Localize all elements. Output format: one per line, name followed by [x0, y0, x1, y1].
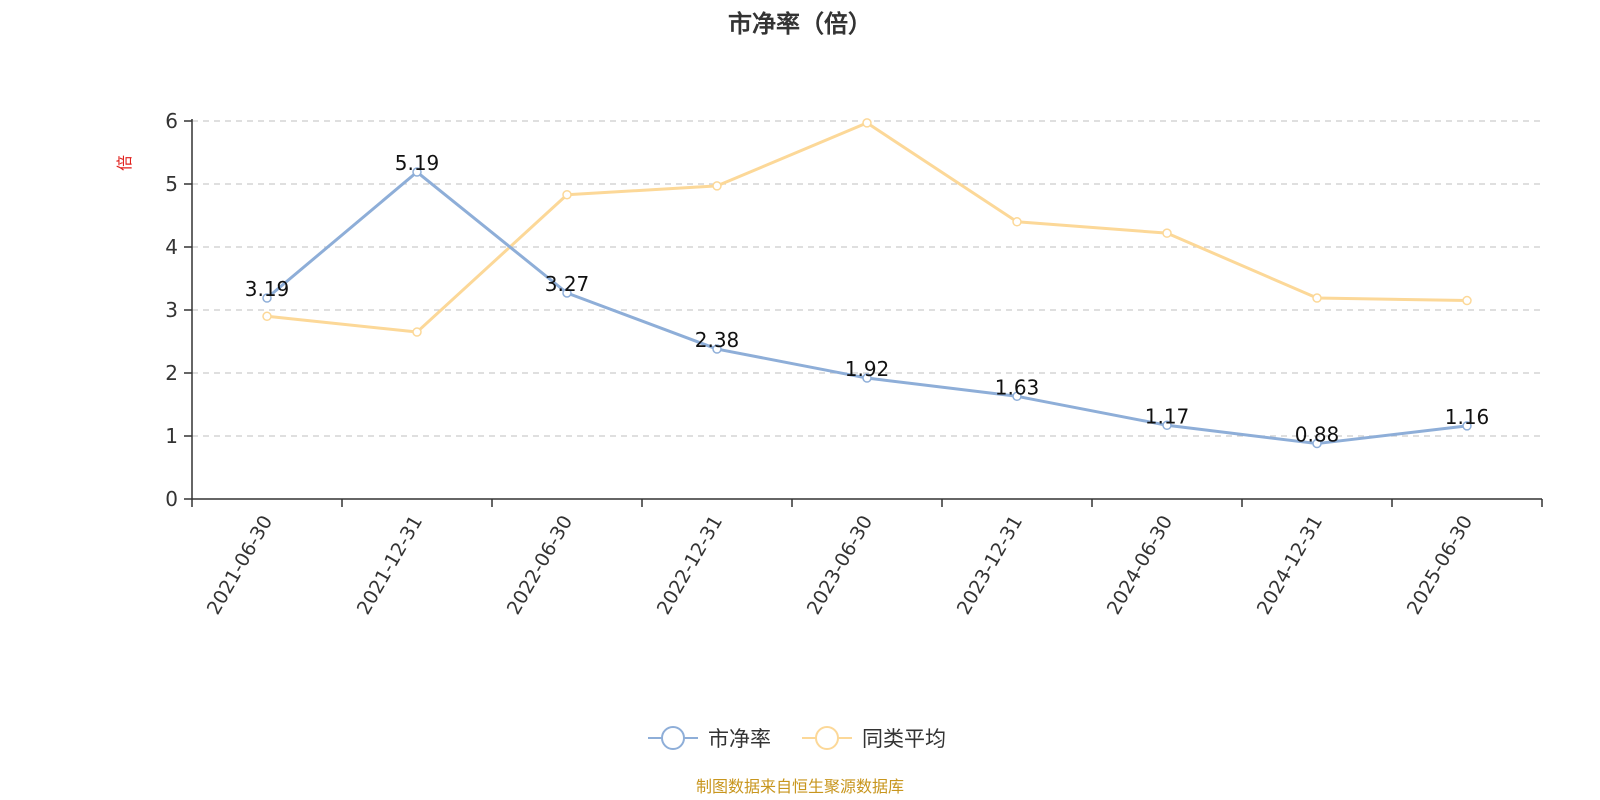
series-line — [265, 121, 1469, 334]
legend[interactable]: 市净率 同类平均 — [648, 726, 946, 751]
data-point — [1012, 391, 1022, 402]
data-point — [562, 189, 572, 200]
chart-title: 市净率（倍） — [728, 10, 872, 38]
y-tick-label: 0 — [165, 487, 178, 511]
legend-marker — [661, 726, 685, 750]
legend-label: 同类平均 — [862, 727, 946, 751]
data-label: 2.38 — [695, 328, 740, 352]
data-point — [712, 344, 722, 354]
data-point — [862, 118, 872, 128]
y-tick-label: 3 — [165, 298, 178, 322]
x-tick-label: 2022-06-30 — [503, 512, 577, 619]
series-layer — [262, 118, 1472, 449]
x-tick-label: 2024-06-30 — [1103, 512, 1177, 619]
data-point — [1462, 295, 1472, 306]
x-tick-label: 2023-12-31 — [953, 512, 1027, 619]
series-line — [265, 170, 1469, 446]
data-point — [1162, 228, 1172, 238]
data-point — [562, 288, 572, 298]
data-label: 1.16 — [1445, 405, 1490, 429]
y-tick-label: 1 — [165, 424, 178, 448]
data-point — [1012, 217, 1022, 227]
x-tick-label: 2021-06-30 — [203, 512, 277, 619]
x-tick-label: 2021-12-31 — [353, 512, 427, 619]
x-tick-label: 2022-12-31 — [653, 512, 727, 619]
data-label: 5.19 — [395, 151, 440, 175]
data-point — [712, 181, 722, 191]
data-point — [1312, 438, 1322, 449]
data-point — [1462, 421, 1472, 431]
y-axis-unit-label: 倍 — [115, 155, 134, 171]
y-tick-label: 6 — [165, 109, 178, 133]
x-tick-label: 2024-12-31 — [1253, 512, 1327, 619]
data-label: 1.17 — [1145, 404, 1190, 428]
y-tick-labels: 0 1 2 3 4 5 6 — [165, 109, 178, 511]
data-point — [412, 327, 422, 337]
y-tick-label: 4 — [165, 235, 178, 259]
legend-marker — [815, 726, 839, 750]
data-label: 1.92 — [845, 357, 890, 381]
y-tick-label: 2 — [165, 361, 178, 385]
x-tick-label: 2025-06-30 — [1403, 512, 1477, 619]
source-note: 制图数据来自恒生聚源数据库 — [696, 777, 904, 796]
legend-item-1[interactable]: 同类平均 — [802, 726, 946, 751]
series-1 — [262, 118, 1472, 337]
data-label: 0.88 — [1295, 423, 1340, 447]
data-label: 3.19 — [245, 277, 290, 301]
data-point — [412, 167, 422, 177]
series-0 — [262, 167, 1472, 449]
data-point — [1312, 293, 1322, 303]
data-point — [262, 293, 272, 303]
x-tick-label: 2023-06-30 — [803, 512, 877, 619]
data-labels: 3.19 5.19 3.27 2.38 1.92 1.63 1.17 0.88 1.16 — [245, 151, 1490, 447]
data-point — [1162, 420, 1172, 431]
legend-label: 市净率 — [708, 727, 771, 751]
y-tick-label: 5 — [165, 172, 178, 196]
x-tick-labels: 2021-06-30 2021-12-31 2022-06-30 2022-12-31… — [203, 512, 1477, 619]
data-label: 3.27 — [545, 272, 590, 296]
data-point — [862, 373, 872, 383]
legend-item-0[interactable]: 市净率 — [648, 726, 771, 751]
axes — [184, 119, 1543, 507]
data-label: 1.63 — [995, 375, 1040, 399]
data-point — [262, 311, 272, 322]
